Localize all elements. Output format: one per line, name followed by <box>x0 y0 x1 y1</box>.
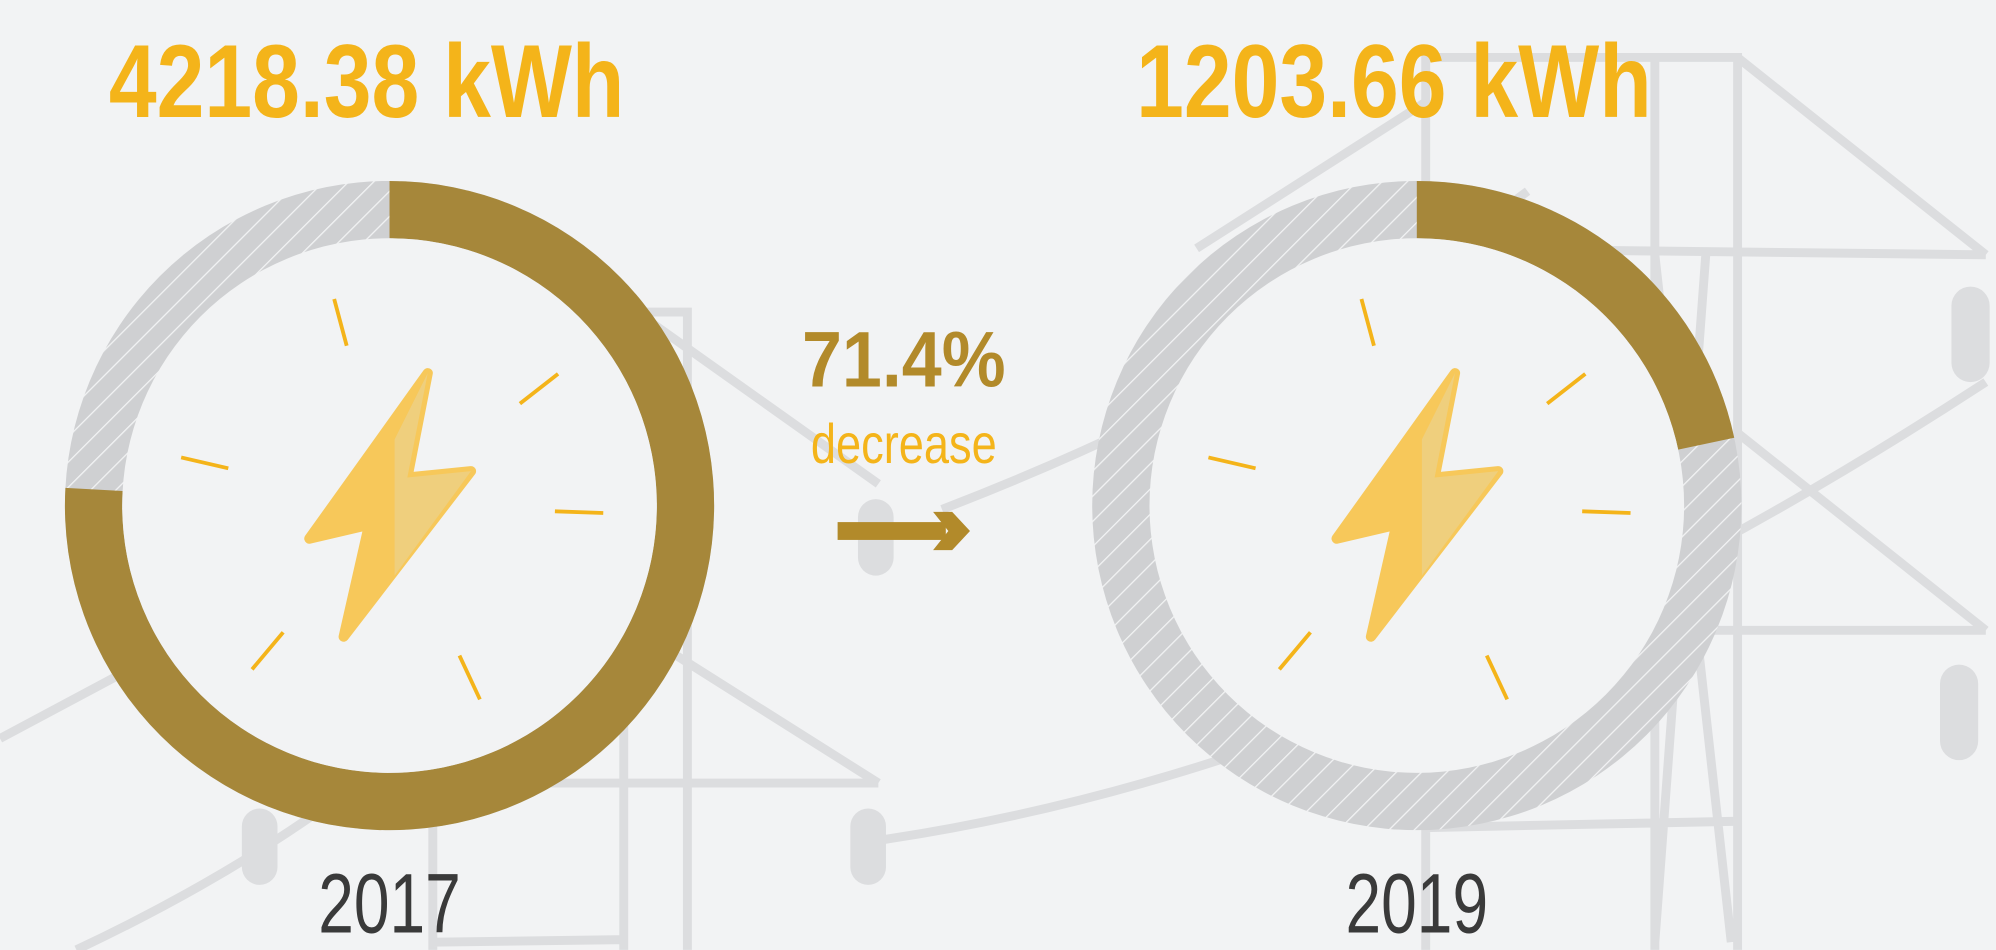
gauges: 4218.38 kWh 2017 1203.66 kWh 2019 <box>65 24 1741 950</box>
arrow <box>838 512 970 550</box>
dial-tick <box>555 511 603 513</box>
dial-tick <box>1582 511 1630 513</box>
page: {"chart_data": {"type": "gauge", "catego… <box>0 0 1996 950</box>
value-label: 4218.38 kWh <box>109 24 625 140</box>
change-percent: 71.4% <box>802 315 1006 403</box>
value-label: 1203.66 kWh <box>1136 24 1652 140</box>
infographic: 4218.38 kWh 2017 1203.66 kWh 2019 71.4% dec… <box>0 0 1996 950</box>
change-label: decrease <box>811 412 997 475</box>
year-label: 2019 <box>1346 857 1489 950</box>
year-label: 2017 <box>318 857 461 950</box>
